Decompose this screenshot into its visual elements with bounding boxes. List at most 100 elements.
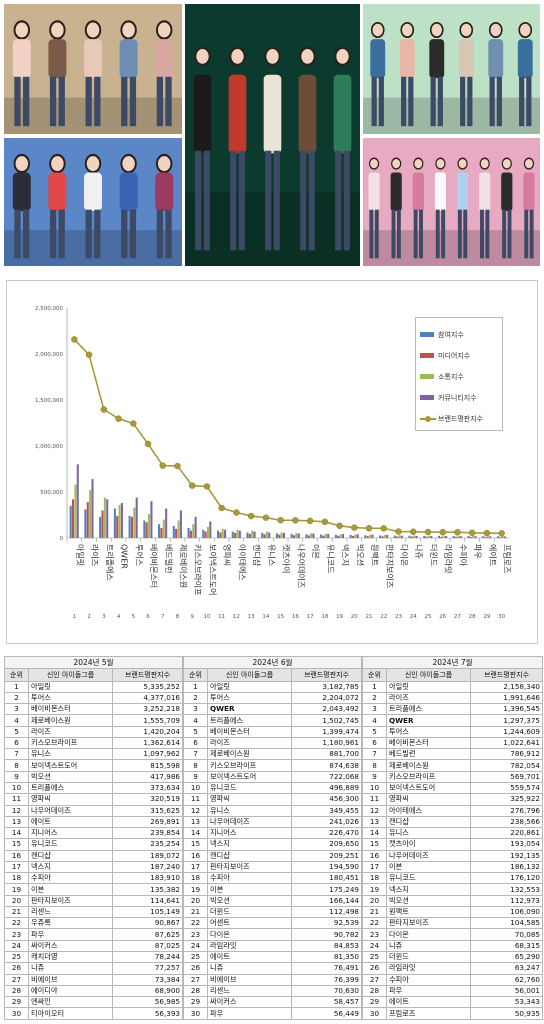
group-name-cell: 에이트 — [207, 950, 292, 964]
bar-커뮤니티지수 — [341, 534, 344, 538]
chart-plot: 0 500,000 1,000,000 1,500,000 2,000,000 2,500… — [35, 306, 513, 620]
group-name-cell: 이븐 — [386, 860, 471, 874]
rank-cell: 13 — [183, 815, 208, 829]
group-name-cell: 라임라잇 — [207, 939, 292, 952]
bar-미디어지수 — [366, 536, 369, 538]
bar-소통지수 — [103, 497, 106, 538]
table-row: 6 베이비몬스터 1,022,641 — [362, 736, 543, 750]
bar-참여지수 — [143, 520, 146, 538]
index-value-cell: 56,449 — [291, 1007, 362, 1020]
bar-참여지수 — [216, 530, 220, 538]
photo-person — [434, 157, 447, 259]
rank-cell: 14 — [4, 827, 29, 840]
table-row: 2 투어스 4,377,016 — [4, 691, 183, 705]
index-value-cell: 73,384 — [112, 973, 183, 986]
y-tick-label: 500,000 — [40, 490, 63, 496]
rank-cell: 9 — [183, 770, 208, 783]
x-category-label: 원팩트 — [370, 544, 380, 566]
bar-커뮤니티지수 — [371, 534, 374, 538]
bar-참여지수 — [496, 536, 499, 538]
x-category-label: 베드빌런 — [164, 544, 174, 573]
photo-group-c-image — [185, 4, 360, 266]
table-row: 3 베이비몬스터 3,252,218 — [4, 703, 183, 716]
x-rank-label: 18 — [321, 614, 328, 620]
group-name-cell: 키스오브라이프 — [28, 736, 113, 750]
rank-cell: 27 — [362, 973, 387, 986]
table-row: 26 라임라잇 63,247 — [362, 962, 543, 975]
rank-cell: 15 — [362, 838, 387, 851]
group-name-cell: 판타지보이즈 — [207, 860, 292, 874]
rank-cell: 29 — [4, 996, 29, 1009]
index-value-cell: 105,149 — [112, 905, 183, 919]
index-value-cell: 70,630 — [291, 984, 362, 998]
rank-cell: 7 — [183, 748, 208, 761]
table-row: 22 어센트 92,539 — [183, 917, 362, 930]
bar-참여지수 — [69, 505, 72, 538]
table-row: 16 나우어데이즈 192,135 — [362, 849, 543, 862]
table-month-row: 2024년 6월 — [183, 655, 362, 670]
bar-커뮤니티지수 — [445, 536, 448, 538]
x-rank-label: 4 — [117, 614, 121, 620]
photo-person — [517, 21, 533, 127]
index-value-cell: 220,861 — [470, 827, 543, 840]
x-category-label: 수피아 — [458, 544, 468, 567]
brand-reputation-chart: 0 500,000 1,000,000 1,500,000 2,000,000 2,500… — [6, 280, 538, 644]
group-name-cell: 베이비몬스터 — [386, 736, 471, 750]
index-value-cell: 194,590 — [291, 860, 362, 874]
index-value-cell: 78,244 — [112, 950, 183, 964]
line-point — [203, 483, 211, 490]
group-name-cell: 유니코드 — [28, 838, 113, 851]
bar-커뮤니티지수 — [135, 497, 138, 538]
table-row: 27 비에이브 76,399 — [183, 973, 362, 986]
index-value-cell: 1,362,614 — [112, 736, 183, 750]
group-name-cell: 유니스 — [386, 827, 471, 840]
rank-cell: 25 — [183, 950, 208, 964]
line-point — [100, 406, 108, 413]
photo-person — [84, 153, 102, 259]
rank-cell: 18 — [183, 872, 208, 885]
group-name-cell: 싸이커스 — [28, 939, 113, 952]
bar-소통지수 — [427, 535, 431, 538]
group-name-cell: 판타지보이즈 — [28, 894, 113, 907]
bar-소통지수 — [221, 528, 224, 538]
legend-label: 브랜드평판지수 — [438, 414, 484, 423]
bar-커뮤니티지수 — [503, 536, 507, 538]
line-point — [468, 529, 476, 537]
group-name-cell: 나우어데이즈 — [386, 849, 471, 862]
table-row: 15 넥스지 209,650 — [183, 838, 362, 851]
bar-소통지수 — [486, 535, 489, 538]
x-category-label: 빅오션 — [355, 544, 365, 566]
bar-소통지수 — [74, 484, 77, 538]
group-name-cell: 베드빌런 — [386, 748, 471, 761]
bar-커뮤니티지수 — [297, 533, 300, 538]
table-row: 21 리센느 105,149 — [4, 905, 183, 919]
rank-cell: 26 — [183, 962, 208, 975]
index-value-cell: 782,054 — [470, 759, 543, 772]
x-rank-label: 1 — [73, 614, 77, 620]
photo-group-e — [363, 138, 540, 266]
bar-미디어지수 — [425, 536, 428, 538]
table-month-row: 2024년 5월 — [4, 655, 183, 670]
table-header-cell: 신인 아이돌그룹 — [28, 668, 113, 682]
line-point — [439, 528, 446, 536]
rank-cell: 8 — [362, 759, 387, 772]
table-header-row: 순위 신인 아이돌그룹 브랜드평판지수 — [4, 668, 183, 682]
rank-cell: 30 — [183, 1007, 208, 1020]
bar-소통지수 — [148, 514, 151, 538]
index-value-cell: 77,257 — [112, 962, 183, 975]
bar-커뮤니티지수 — [430, 535, 433, 538]
rank-cell: 24 — [183, 939, 208, 952]
group-name-cell: 에이트 — [386, 996, 471, 1009]
rank-cell: 6 — [4, 736, 29, 750]
bar-참여지수 — [84, 509, 87, 538]
index-value-cell: 70,085 — [470, 928, 543, 941]
rank-cell: 4 — [4, 714, 29, 727]
x-rank-label: 3 — [102, 614, 106, 620]
group-name-cell: 라이즈 — [386, 691, 471, 705]
table-row: 30 프림로즈 50,935 — [362, 1007, 543, 1020]
index-value-cell: 1,396,545 — [470, 703, 543, 716]
photo-person — [390, 157, 402, 259]
line-point — [321, 518, 329, 526]
table-row: 17 넥스지 187,240 — [4, 860, 183, 874]
line-point — [380, 525, 388, 532]
